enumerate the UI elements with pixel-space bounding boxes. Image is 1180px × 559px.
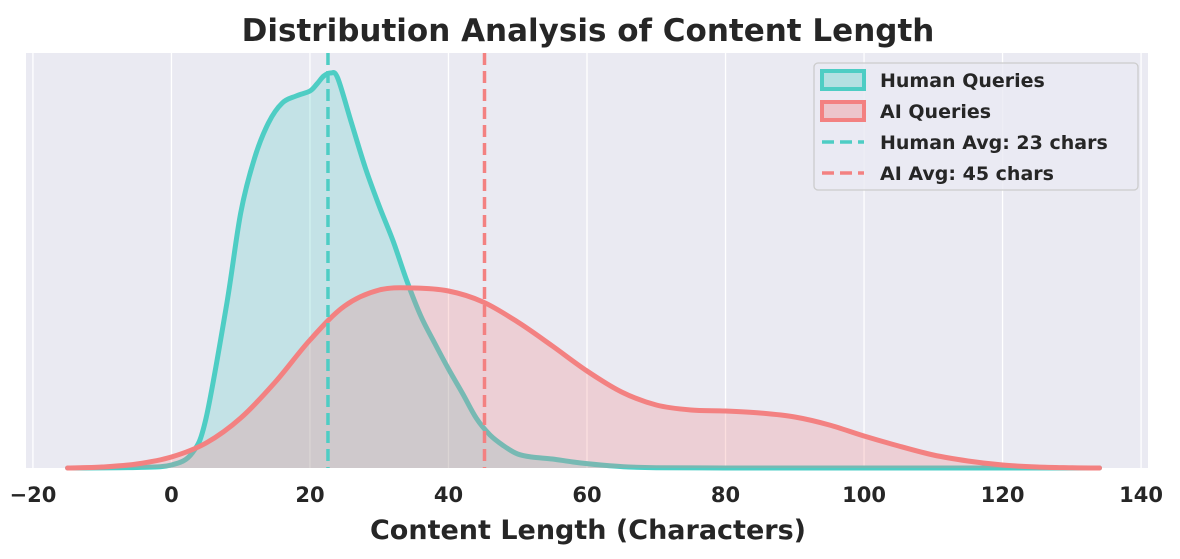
- legend: Human Queries AI Queries Human Avg: 23 c…: [813, 62, 1139, 191]
- density-curve-ai-queries: [65, 285, 1102, 471]
- x-tick-label: 140: [1119, 483, 1163, 507]
- chart-title: Distribution Analysis of Content Length: [242, 13, 935, 49]
- x-tick-label: 120: [981, 483, 1025, 507]
- x-tick-labels: −20 0 20 40 60 80 100 120 140: [10, 483, 1163, 507]
- legend-label-human-queries: Human Queries: [880, 70, 1045, 92]
- average-lines: [326, 53, 487, 468]
- x-tick-label: 0: [164, 483, 179, 507]
- legend-swatch-ai-queries: [820, 100, 866, 122]
- legend-label-ai-avg: AI Avg: 45 chars: [880, 163, 1054, 185]
- area-fill-ai-queries: [67, 287, 1100, 468]
- x-tick-label: 80: [711, 483, 740, 507]
- x-tick-label: 100: [842, 483, 886, 507]
- x-tick-label: 20: [295, 483, 324, 507]
- legend-swatch-human-queries: [820, 69, 866, 91]
- density-areas: [65, 70, 1102, 471]
- x-tick-label: −20: [10, 483, 57, 507]
- legend-label-human-avg: Human Avg: 23 chars: [880, 132, 1108, 154]
- legend-label-ai-queries: AI Queries: [880, 101, 991, 123]
- x-tick-label: 60: [572, 483, 601, 507]
- x-axis-label: Content Length (Characters): [370, 515, 806, 546]
- x-tick-label: 40: [434, 483, 463, 507]
- density-curve-human-queries: [65, 70, 1102, 471]
- legend-box: [813, 62, 1139, 191]
- area-fill-human-queries: [67, 72, 1100, 469]
